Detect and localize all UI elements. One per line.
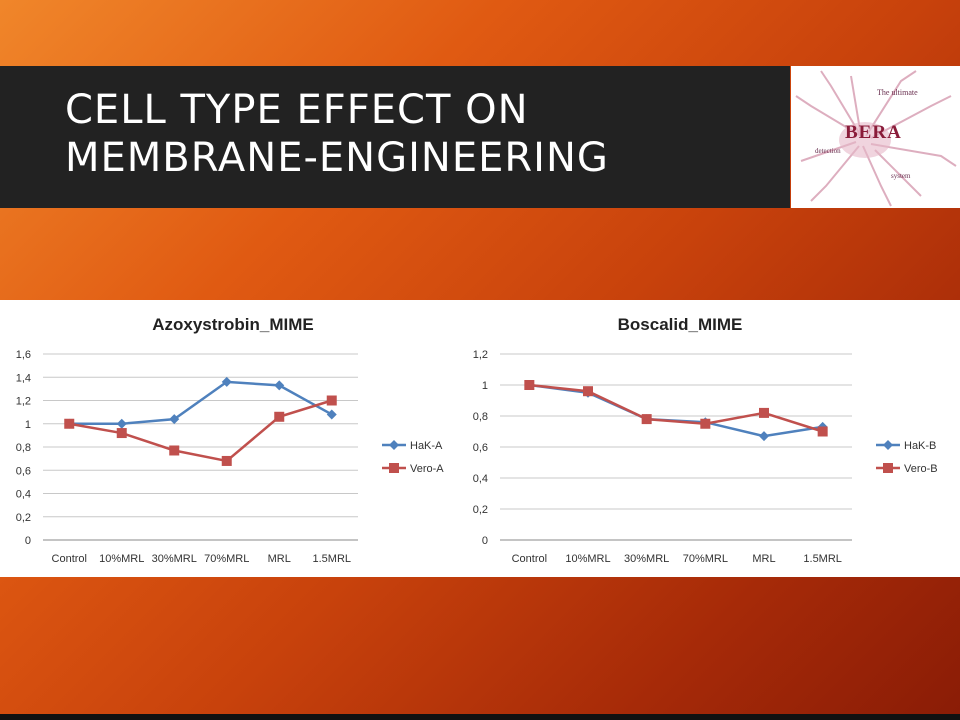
chart1-y-tick-label: 1,4 <box>16 372 31 384</box>
chart1-point-2 <box>221 455 232 466</box>
chart2-point-2 <box>759 407 769 418</box>
chart1-x-tick-label: 70%MRL <box>204 553 249 565</box>
chart2-y-tick-label: 1,2 <box>473 349 488 361</box>
chart1-title: Azoxystrobin_MIME <box>152 315 314 334</box>
logo-tagline-2: detection <box>815 147 841 155</box>
chart1-point-2 <box>326 395 337 406</box>
chart1-point-2 <box>274 411 285 422</box>
chart2-series-line-1 <box>529 383 823 438</box>
chart1-x-tick-label: Control <box>52 553 87 565</box>
chart1-legend-label-1: HaK-A <box>410 440 443 452</box>
chart1-x-tick-label: 1.5MRL <box>312 553 351 565</box>
chart1-point-1 <box>169 414 180 425</box>
chart2-y-tick-label: 0,2 <box>473 504 488 516</box>
chart2-legend-marker-1 <box>883 440 893 450</box>
chart1-legend-marker-1 <box>389 440 399 450</box>
chart2-series-line-2 <box>529 383 824 433</box>
logo-tagline-3: system <box>891 172 911 180</box>
chart1-legend-marker-2 <box>389 463 399 473</box>
bera-logo: The ultimate BERA detection system <box>791 66 960 208</box>
chart2-legend-marker-2 <box>883 463 893 473</box>
slide-title: CELL TYPE EFFECT ON MEMBRANE-ENGINEERING <box>65 87 609 181</box>
chart1-y-tick-label: 1,2 <box>16 396 31 408</box>
bottom-edge <box>0 714 960 720</box>
chart2-point-2 <box>641 414 652 425</box>
chart2-x-tick-label: 10%MRL <box>565 553 610 565</box>
chart2-point-2 <box>524 380 535 390</box>
chart1-series-line-2 <box>69 399 333 463</box>
charts-svg: Azoxystrobin_MIME 0 0,2 0,4 0,6 0,8 1 1,2 1,4 1,6… <box>16 315 938 565</box>
chart1-x-tick-label: MRL <box>268 553 291 565</box>
chart2-point-2 <box>817 426 828 437</box>
chart1-x-tick-label: 10%MRL <box>99 553 144 565</box>
chart1-point-1 <box>116 418 127 429</box>
chart2-y-tick-label: 0 <box>482 535 488 547</box>
chart2-x-tick-label: 70%MRL <box>683 553 728 565</box>
chart1-point-1 <box>326 409 337 420</box>
chart2-y-tick-label: 0,6 <box>473 442 488 454</box>
chart2-y-tick-label: 0,4 <box>473 473 488 485</box>
chart1-series-line-1 <box>69 380 333 425</box>
chart1-x-tick-label: 30%MRL <box>152 553 197 565</box>
chart2-x-tick-label: MRL <box>752 553 775 565</box>
chart2-y-tick-label: 0,8 <box>473 411 488 423</box>
chart1-y-tick-label: 0,6 <box>16 465 31 477</box>
chart2-title: Boscalid_MIME <box>618 315 743 334</box>
chart2-point-1 <box>759 431 769 442</box>
chart2-x-tick-label: 30%MRL <box>624 553 669 565</box>
chart1-y-tick-label: 0,2 <box>16 512 31 524</box>
title-band <box>0 66 790 208</box>
chart2-point-2 <box>583 386 593 397</box>
chart2-legend-label-2: Vero-B <box>904 463 938 475</box>
chart2-point-2 <box>700 418 711 429</box>
chart1-y-tick-label: 0,4 <box>16 489 31 501</box>
chart1-point-1 <box>274 380 285 391</box>
chart2-legend-label-1: HaK-B <box>904 440 936 452</box>
chart1-point-2 <box>64 418 75 429</box>
chart1-y-tick-label: 0,8 <box>16 442 31 454</box>
chart1-point-2 <box>116 428 127 439</box>
chart2-x-tick-label: 1.5MRL <box>803 553 842 565</box>
chart2-x-tick-label: Control <box>512 553 547 565</box>
chart1-y-tick-label: 1 <box>25 419 31 431</box>
chart1-legend-label-2: Vero-A <box>410 463 444 475</box>
charts-panel: Azoxystrobin_MIME 0 0,2 0,4 0,6 0,8 1 1,2 1,4 1,6… <box>0 300 960 577</box>
neuron-logo-graphic <box>795 70 957 207</box>
chart2-y-tick-label: 1 <box>482 380 488 392</box>
logo-brand: BERA <box>845 122 902 143</box>
chart1-point-2 <box>169 445 180 456</box>
logo-tagline-1: The ultimate <box>877 88 918 97</box>
chart1-y-tick-label: 1,6 <box>16 349 31 361</box>
chart1-y-tick-label: 0 <box>25 535 31 547</box>
chart1-point-1 <box>221 376 232 387</box>
